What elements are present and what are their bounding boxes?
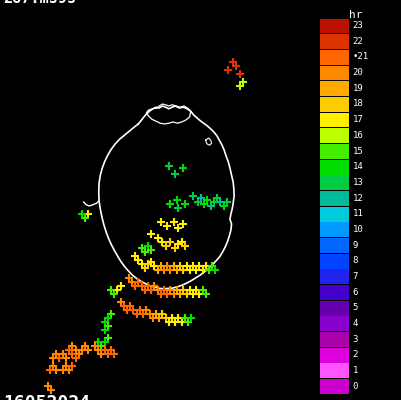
Text: 16052024: 16052024 — [3, 394, 90, 400]
Bar — [319, 285, 348, 300]
Bar — [319, 34, 348, 49]
Bar — [319, 238, 348, 253]
Text: 9: 9 — [352, 240, 357, 250]
Bar — [319, 18, 348, 33]
Text: 14: 14 — [352, 162, 363, 171]
Text: 10: 10 — [352, 225, 363, 234]
Text: 19: 19 — [352, 84, 363, 93]
Bar — [319, 97, 348, 112]
Bar — [319, 301, 348, 316]
Bar — [319, 332, 348, 347]
Text: 5: 5 — [352, 303, 357, 312]
Text: 287:ms9s: 287:ms9s — [3, 0, 76, 6]
Text: 4: 4 — [352, 319, 357, 328]
Text: 15: 15 — [352, 146, 363, 156]
Bar — [319, 66, 348, 80]
Bar — [319, 175, 348, 190]
Bar — [319, 112, 348, 128]
Bar — [319, 50, 348, 65]
Text: 12: 12 — [352, 194, 363, 202]
Text: 6: 6 — [352, 288, 357, 297]
Text: 8: 8 — [352, 256, 357, 265]
Text: 3: 3 — [352, 335, 357, 344]
Bar — [319, 364, 348, 378]
Text: 20: 20 — [352, 68, 363, 77]
Text: 1: 1 — [352, 366, 357, 375]
Bar — [319, 316, 348, 331]
Bar — [319, 207, 348, 222]
Text: 22: 22 — [352, 37, 363, 46]
Text: 23: 23 — [352, 21, 363, 30]
Bar — [319, 222, 348, 237]
Bar — [319, 128, 348, 143]
Bar — [319, 160, 348, 174]
Bar — [319, 269, 348, 284]
Text: 13: 13 — [352, 178, 363, 187]
Text: 0: 0 — [352, 382, 357, 391]
Bar — [319, 254, 348, 269]
Text: •21: •21 — [352, 52, 368, 62]
Text: 2: 2 — [352, 350, 357, 359]
Text: hr: hr — [348, 10, 362, 20]
Bar — [319, 81, 348, 96]
Text: 16: 16 — [352, 131, 363, 140]
Text: 17: 17 — [352, 115, 363, 124]
Bar — [319, 191, 348, 206]
Bar — [319, 348, 348, 363]
Bar — [319, 379, 348, 394]
Text: 11: 11 — [352, 209, 363, 218]
Text: 18: 18 — [352, 100, 363, 108]
Bar — [319, 144, 348, 159]
Text: 7: 7 — [352, 272, 357, 281]
